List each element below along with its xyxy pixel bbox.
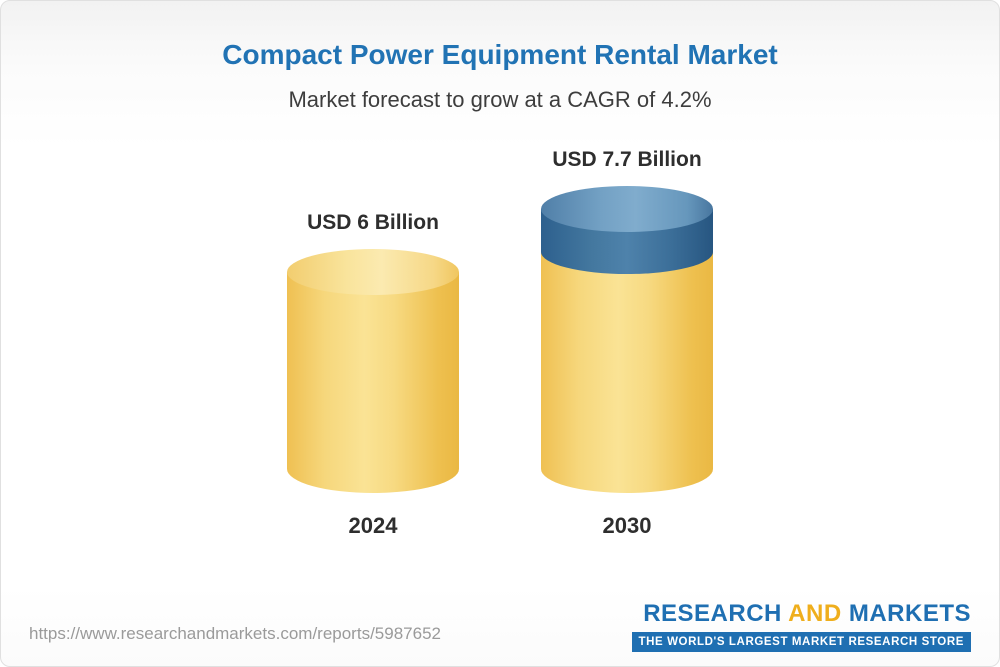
bar-2024-body: [287, 272, 459, 493]
chart-area: USD 6 Billion 2024 USD 7.7 Billion 2030: [1, 139, 999, 539]
footer: https://www.researchandmarkets.com/repor…: [1, 596, 999, 666]
chart-title: Compact Power Equipment Rental Market: [222, 39, 778, 70]
bar-2024-cylinder: [287, 249, 459, 493]
value-label-2030: USD 7.7 Billion: [552, 148, 702, 171]
bar-column-2024: USD 6 Billion 2024: [287, 211, 459, 539]
logo-tagline: THE WORLD'S LARGEST MARKET RESEARCH STOR…: [631, 632, 971, 652]
bar-column-2030: USD 7.7 Billion 2030: [541, 148, 713, 539]
logo-word-and: AND: [788, 600, 842, 627]
logo-wordmark: RESEARCH AND MARKETS: [632, 600, 972, 628]
bar-2030-cylinder: [541, 186, 713, 493]
chart-subtitle: Market forecast to grow at a CAGR of 4.2…: [288, 87, 712, 112]
value-label-2024: USD 6 Billion: [307, 211, 439, 234]
report-url-link[interactable]: https://www.researchandmarkets.com/repor…: [29, 624, 441, 643]
logo-word-markets: MARKETS: [841, 600, 971, 627]
bar-2030-top-ellipse: [541, 186, 713, 232]
year-label-2030: 2030: [602, 513, 652, 538]
logo-word-research: RESEARCH: [643, 600, 789, 627]
bar-2024-top-ellipse: [287, 249, 459, 295]
bar-2030-growth-segment: [541, 186, 713, 274]
year-label-2024: 2024: [348, 513, 398, 538]
chart-header: Compact Power Equipment Rental Market Ma…: [1, 1, 999, 113]
research-and-markets-logo: RESEARCH AND MARKETS THE WORLD'S LARGEST…: [631, 600, 972, 652]
